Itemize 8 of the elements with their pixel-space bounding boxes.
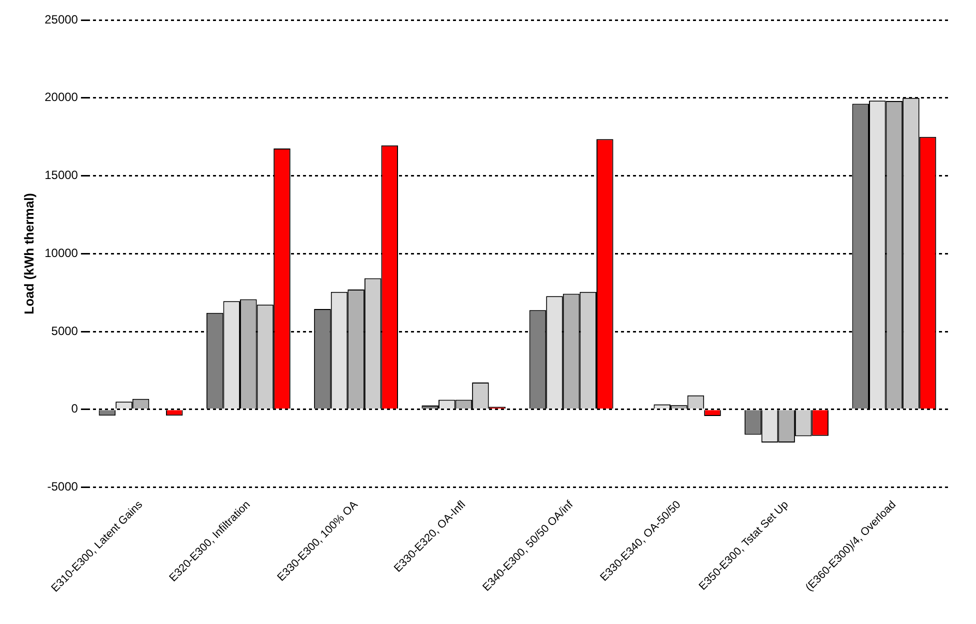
y-tick-label: 0 <box>71 402 78 416</box>
y-tick-label: 5000 <box>51 324 78 338</box>
y-axis-title: Load (kWh thermal) <box>21 192 36 314</box>
y-tick-label: 20000 <box>44 90 78 104</box>
y-tick-label: 10000 <box>44 246 78 260</box>
y-tick-label: 15000 <box>44 168 78 182</box>
y-tick-label: -5000 <box>47 480 78 494</box>
y-tick-label: 25000 <box>44 12 78 26</box>
